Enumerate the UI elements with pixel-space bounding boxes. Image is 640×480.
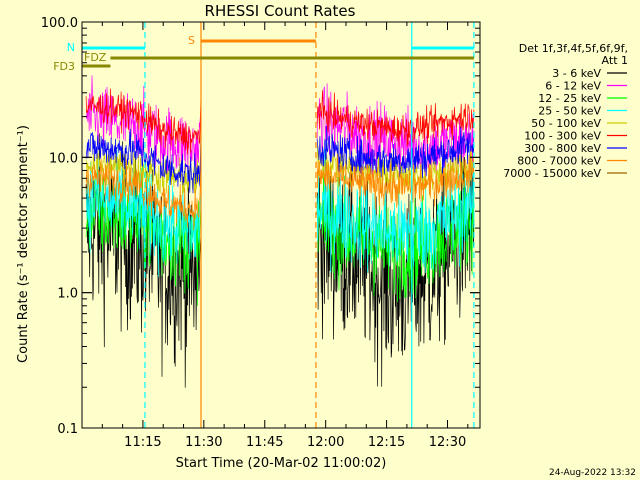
chart-title: RHESSI Count Rates xyxy=(205,2,356,20)
legend-entry-label: 100 - 300 keV xyxy=(524,130,601,143)
x-axis-label: Start Time (20-Mar-02 11:00:02) xyxy=(176,456,387,471)
series-line-7 xyxy=(85,150,475,231)
x-tick-label: 12:30 xyxy=(429,435,466,450)
legend-header-line-1: Det 1f,3f,4f,5f,6f,9f, xyxy=(519,42,628,55)
x-tick-label: 11:30 xyxy=(185,435,222,450)
series-line-3 xyxy=(85,145,475,277)
legend-entry-label: 50 - 100 keV xyxy=(531,117,601,130)
legend-entry-label: 12 - 25 keV xyxy=(538,92,601,105)
legend-entry-label: 7000 - 15000 keV xyxy=(503,167,601,180)
footer-timestamp: 24-Aug-2022 13:32 xyxy=(549,468,636,478)
legend-entry-label: 800 - 7000 keV xyxy=(517,155,601,168)
fdz-label: FDZ xyxy=(84,51,107,64)
legend-entry-label: 6 - 12 keV xyxy=(545,80,601,93)
y-axis-label: Count Rate (s⁻¹ detector segment⁻¹) xyxy=(16,125,31,363)
x-tick-label: 11:45 xyxy=(246,435,283,450)
legend-entry-label: 25 - 50 keV xyxy=(538,105,601,118)
s-label: S xyxy=(188,34,195,47)
y-tick-label: 10.0 xyxy=(49,151,78,166)
legend-entry-label: 3 - 6 keV xyxy=(552,67,601,80)
fd3-label: FD3 xyxy=(53,60,75,73)
series-line-5 xyxy=(85,88,475,155)
y-tick-label: 0.1 xyxy=(57,422,78,437)
n-label: N xyxy=(67,41,75,54)
plot-area: N S FDZ FD3 xyxy=(53,22,475,428)
x-tick-label: 11:15 xyxy=(124,435,161,450)
x-tick-label: 12:15 xyxy=(368,435,405,450)
legend-header-line-2: Att 1 xyxy=(602,54,628,67)
legend-entry-label: 300 - 800 keV xyxy=(524,142,601,155)
x-tick-label: 12:00 xyxy=(307,435,344,450)
y-tick-label: 1.0 xyxy=(57,287,78,302)
plot-frame xyxy=(81,21,481,429)
axes: 11:15 11:30 11:45 12:00 12:15 12:30 0.1 1.0 10.0… xyxy=(41,16,481,450)
y-tick-label: 100.0 xyxy=(41,16,78,31)
